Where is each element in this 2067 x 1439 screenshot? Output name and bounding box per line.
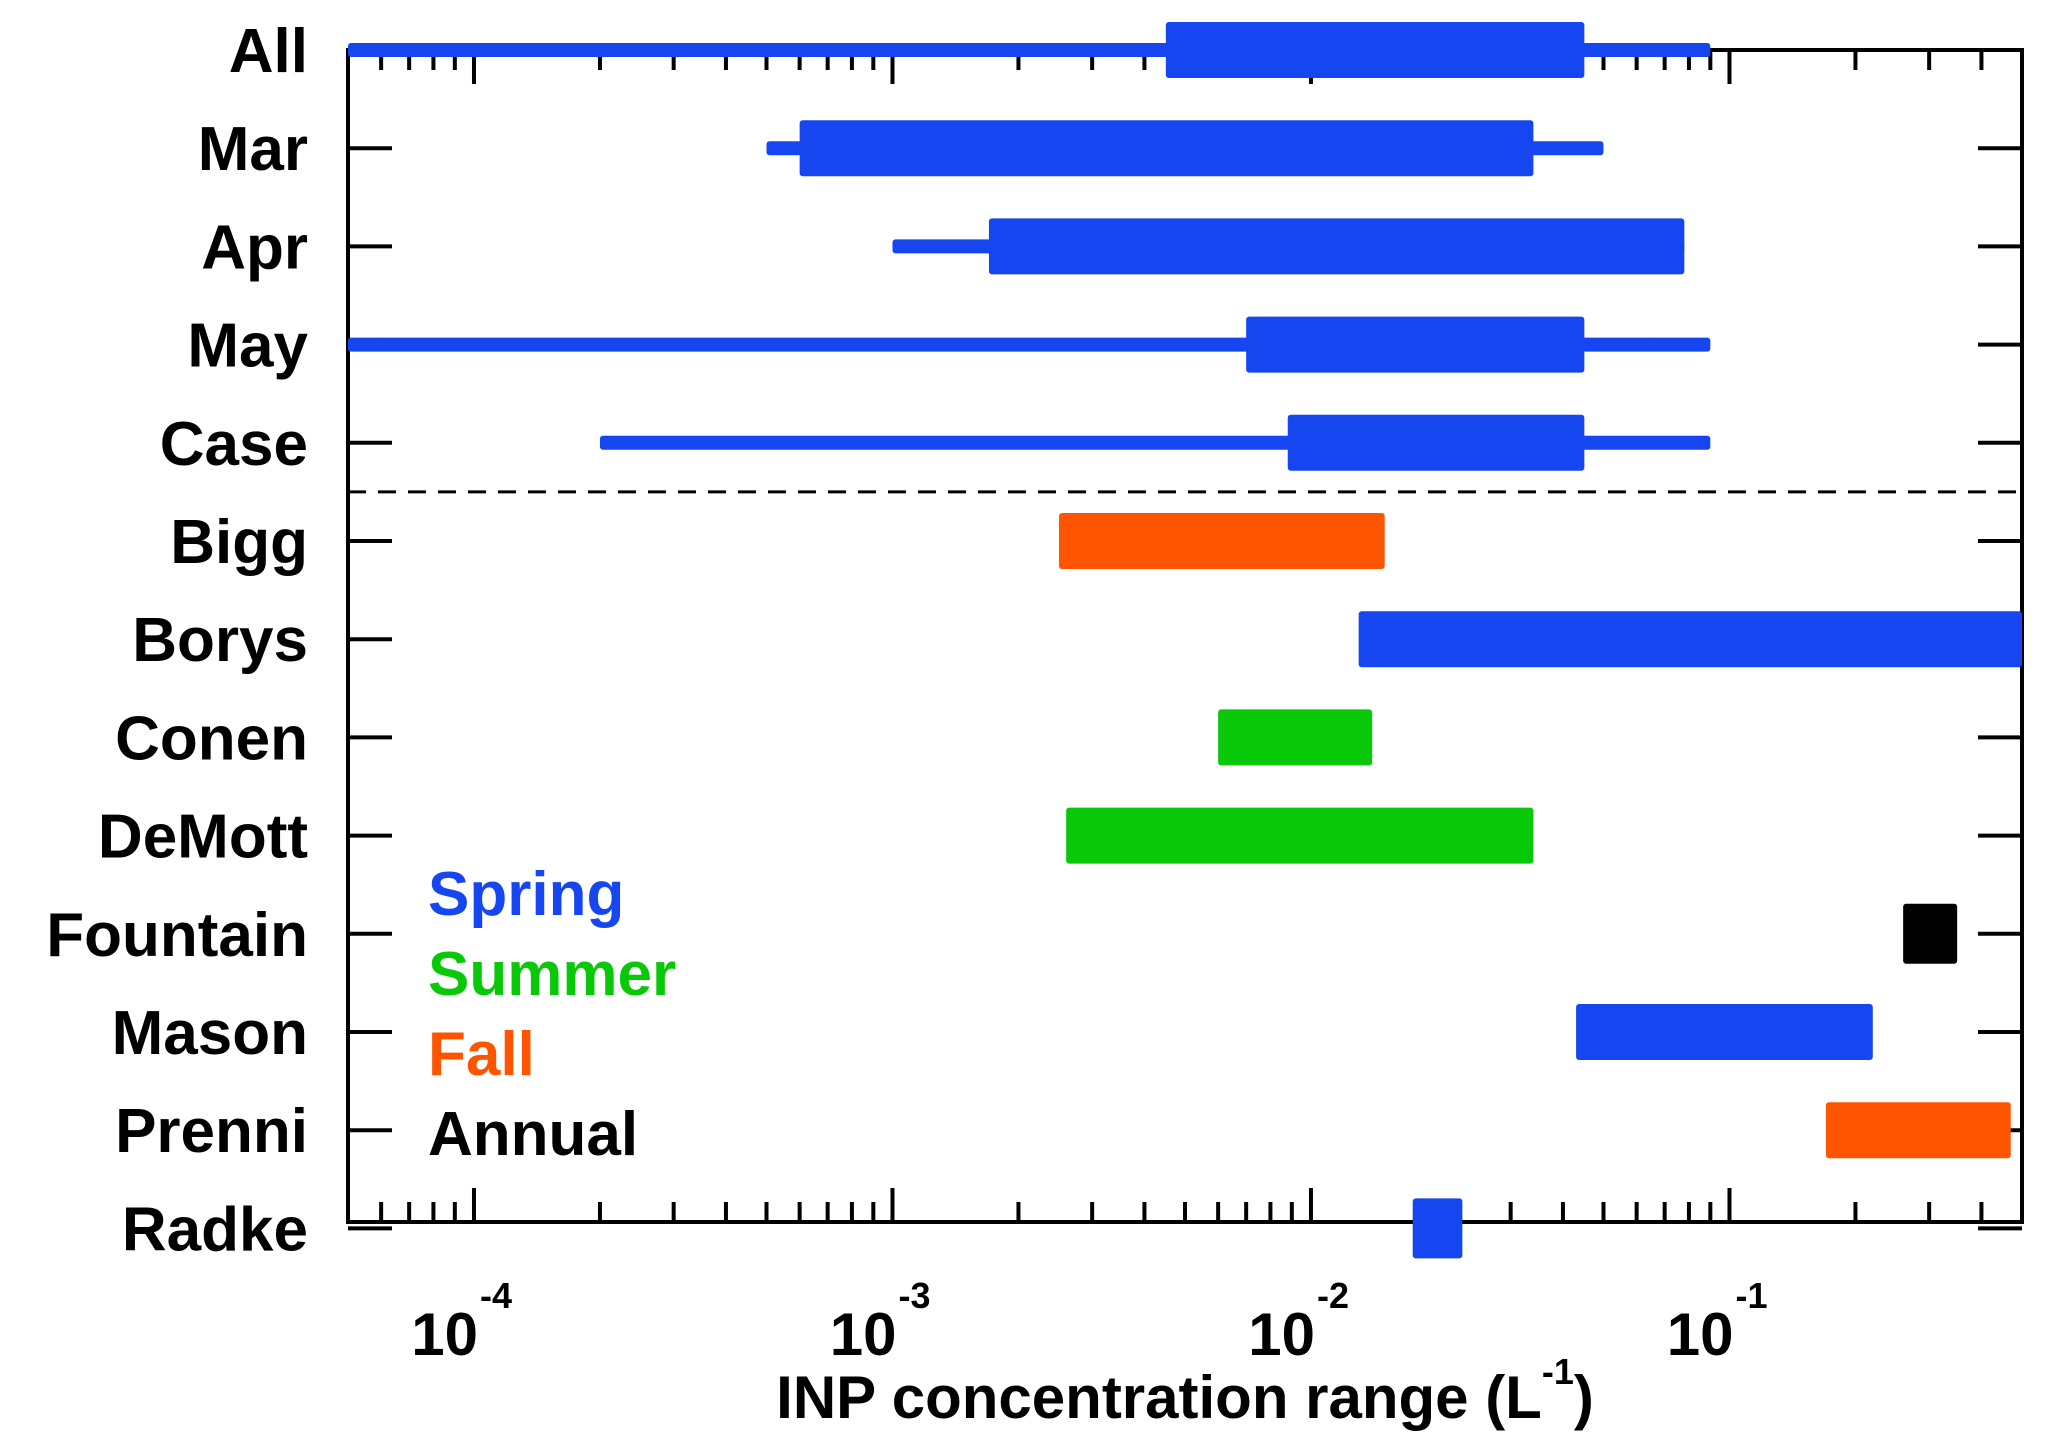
range-bar-case — [1287, 414, 1585, 471]
x-tick-label: 10-4 — [411, 1275, 512, 1368]
x-axis-title-exponent: -1 — [1542, 1351, 1574, 1392]
x-axis-title-base: INP concentration range (L — [776, 1364, 1542, 1431]
range-bar-demott — [1066, 807, 1534, 864]
legend: Spring Summer Fall Annual — [428, 860, 676, 1169]
x-tick-label-exponent: -1 — [1735, 1275, 1767, 1316]
x-tick-label: 10-2 — [1248, 1275, 1349, 1368]
category-label-case: Case — [160, 410, 308, 479]
x-tick-label: 10-1 — [1667, 1275, 1768, 1368]
range-bar-mar — [799, 120, 1534, 177]
x-tick-label-exponent: -4 — [480, 1275, 512, 1316]
category-label-apr: Apr — [201, 213, 308, 282]
x-tick-label-exponent: -2 — [1317, 1275, 1349, 1316]
category-labels: All Mar Apr May Case Bigg Borys Conen DeMott Foun… — [46, 17, 308, 1264]
x-tick-label-base: 10 — [411, 1301, 478, 1368]
category-label-all: All — [229, 17, 308, 86]
x-tick-label-base: 10 — [830, 1301, 897, 1368]
x-tick-label: 10-3 — [830, 1275, 931, 1368]
range-bar-radke — [1412, 1198, 1463, 1259]
category-label-conen: Conen — [115, 704, 308, 773]
category-label-prenni: Prenni — [115, 1097, 308, 1166]
category-label-demott: DeMott — [98, 803, 308, 872]
legend-item-summer: Summer — [428, 940, 676, 1009]
x-tick-label-base: 10 — [1667, 1301, 1734, 1368]
range-bars — [348, 22, 2022, 1259]
range-bar-mason — [1576, 1004, 1873, 1060]
x-axis-title: INP concentration range (L-1) — [776, 1351, 1594, 1431]
category-label-borys: Borys — [132, 606, 308, 675]
range-bar-bigg — [1059, 513, 1385, 569]
legend-item-spring: Spring — [428, 860, 624, 929]
range-bar-borys — [1358, 611, 2022, 668]
range-bar-apr — [988, 218, 1685, 275]
x-tick-labels: 10-410-310-210-1 — [411, 1275, 1767, 1368]
range-bar-may — [1246, 316, 1585, 373]
x-tick-label-base: 10 — [1248, 1301, 1315, 1368]
x-tick-label-exponent: -3 — [898, 1275, 930, 1316]
range-bar-conen — [1218, 709, 1373, 766]
category-label-may: May — [187, 312, 308, 381]
range-bar-fountain — [1903, 903, 1958, 964]
category-label-mar: Mar — [198, 115, 308, 184]
range-bar-prenni — [1825, 1102, 2011, 1159]
category-label-mason: Mason — [112, 999, 308, 1068]
legend-item-fall: Fall — [428, 1020, 535, 1089]
category-label-fountain: Fountain — [46, 901, 308, 970]
category-label-bigg: Bigg — [170, 508, 308, 577]
legend-item-annual: Annual — [428, 1100, 638, 1169]
range-bar-all — [1165, 22, 1585, 78]
x-axis-title-close: ) — [1574, 1364, 1594, 1431]
category-label-radke: Radke — [122, 1195, 308, 1264]
